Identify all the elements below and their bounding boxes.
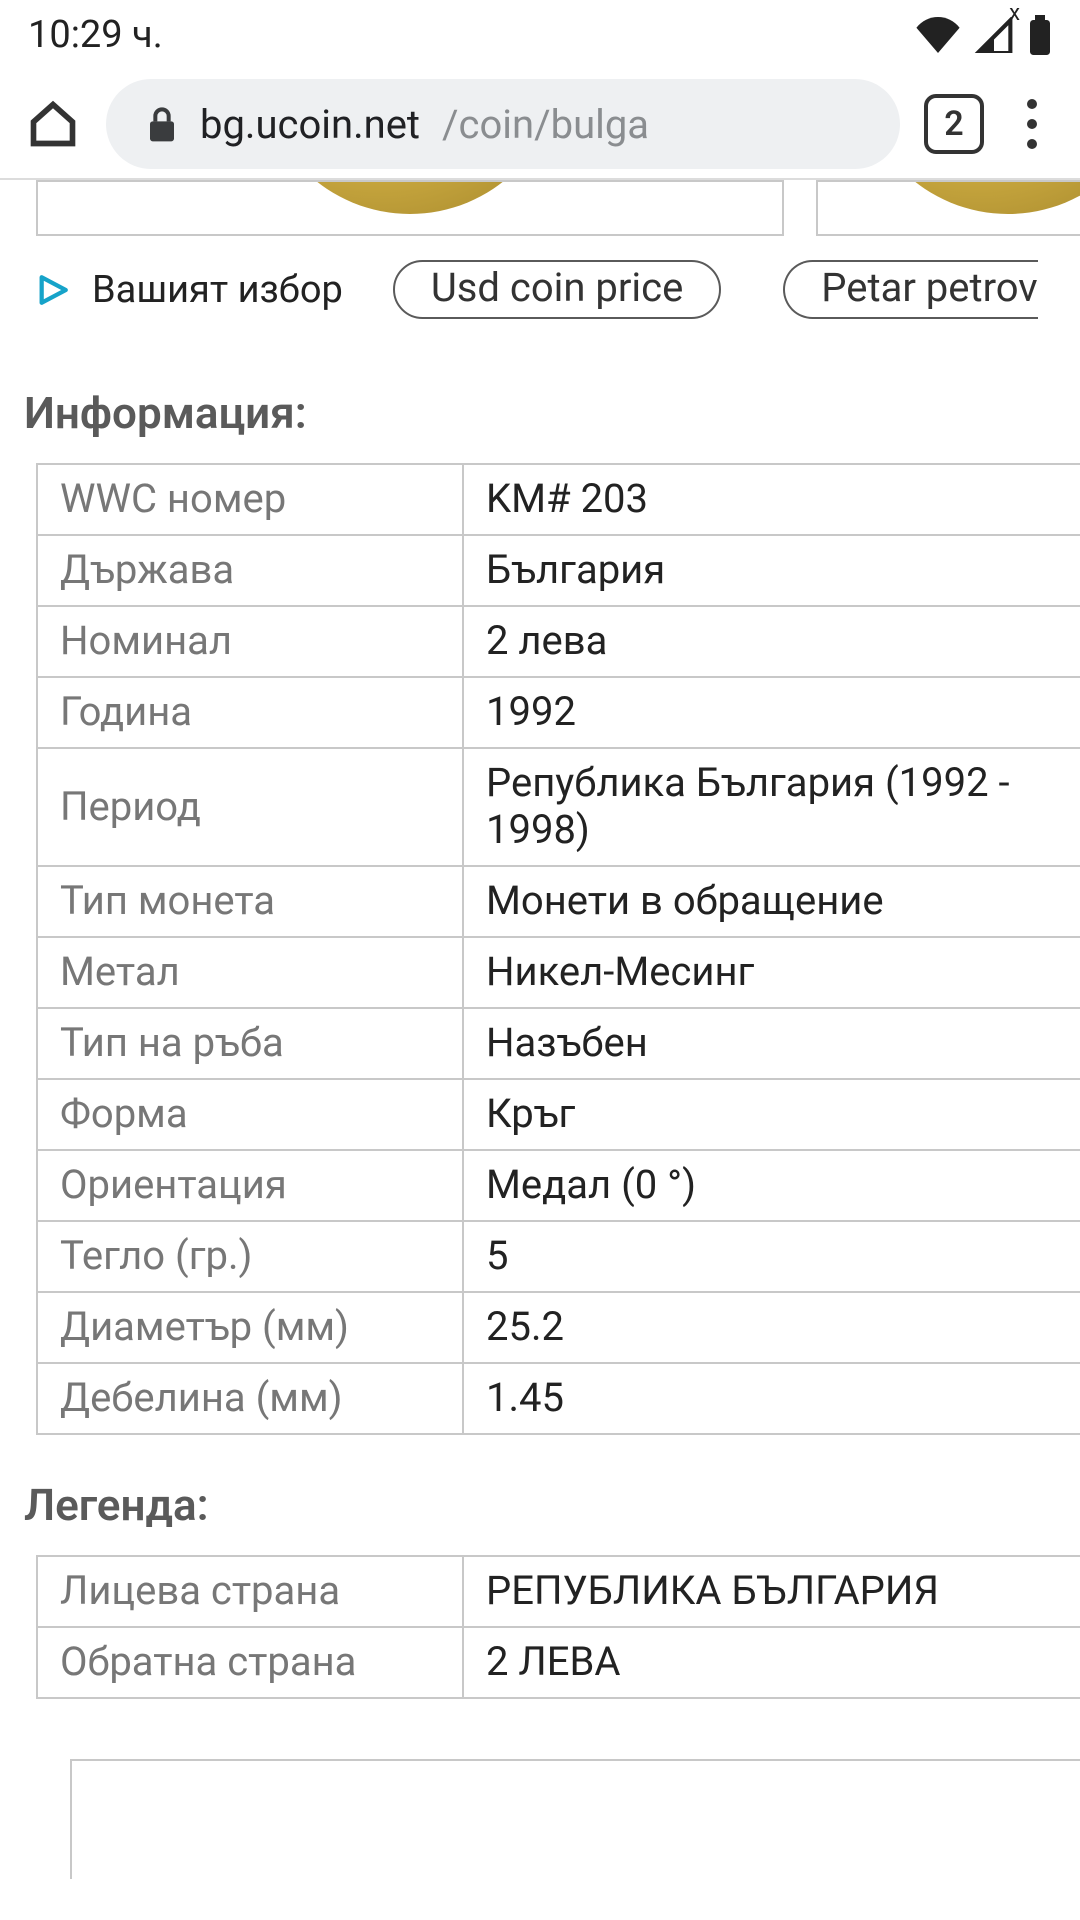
legend-table: Лицева странаРЕПУБЛИКА БЪЛГАРИЯОбратна с… <box>36 1555 1080 1699</box>
info-value: Република България (1992 - 1998) <box>463 748 1080 866</box>
info-value: Медал (0 °) <box>463 1150 1080 1221</box>
lock-icon <box>146 105 178 143</box>
coin-image-strip <box>0 180 1080 236</box>
suggestion-row: Вашият избор Usd coin price Petar petrov <box>0 236 1080 343</box>
coin-image-obverse[interactable] <box>36 180 784 236</box>
overflow-menu-button[interactable] <box>1008 94 1056 154</box>
info-key: Година <box>37 677 463 748</box>
suggestion-petar-petrov[interactable]: Petar petrov <box>783 260 1037 319</box>
info-key: Диаметър (мм) <box>37 1292 463 1363</box>
info-value: 2 лева <box>463 606 1080 677</box>
info-value: Назъбен <box>463 1008 1080 1079</box>
url-host: bg.ucoin.net <box>200 101 420 148</box>
info-table: WWC номерKM# 203ДържаваБългарияНоминал2 … <box>36 463 1080 1435</box>
table-row: Тегло (гр.)5 <box>37 1221 1080 1292</box>
table-row: ДържаваБългария <box>37 535 1080 606</box>
cell-signal-icon: x <box>974 17 1014 53</box>
info-key: Номинал <box>37 606 463 677</box>
tabs-button[interactable]: 2 <box>924 94 984 154</box>
page-content: Вашият избор Usd coin price Petar petrov… <box>0 180 1080 1879</box>
wifi-icon <box>916 17 960 53</box>
table-row: Обратна страна2 ЛЕВА <box>37 1627 1080 1698</box>
info-value: България <box>463 535 1080 606</box>
coin-image-reverse[interactable] <box>816 180 1080 236</box>
content-box-partial <box>70 1759 1080 1879</box>
url-path: /coin/bulga <box>442 101 649 148</box>
info-value: KM# 203 <box>463 464 1080 535</box>
info-key: Тип монета <box>37 866 463 937</box>
status-icons: x <box>916 15 1052 55</box>
info-value: Монети в обращение <box>463 866 1080 937</box>
info-value: 1.45 <box>463 1363 1080 1434</box>
section-title-info: Информация: <box>0 343 1080 463</box>
table-row: Диаметър (мм)25.2 <box>37 1292 1080 1363</box>
table-row: ОриентацияМедал (0 °) <box>37 1150 1080 1221</box>
browser-toolbar: bg.ucoin.net/coin/bulga 2 <box>0 70 1080 180</box>
url-bar[interactable]: bg.ucoin.net/coin/bulga <box>106 79 900 169</box>
table-row: Дебелина (мм)1.45 <box>37 1363 1080 1434</box>
status-bar: 10:29 ч. x <box>0 0 1080 70</box>
info-value: 1992 <box>463 677 1080 748</box>
battery-icon <box>1028 15 1052 55</box>
table-row: WWC номерKM# 203 <box>37 464 1080 535</box>
info-value: 25.2 <box>463 1292 1080 1363</box>
info-key: Тегло (гр.) <box>37 1221 463 1292</box>
info-value: 5 <box>463 1221 1080 1292</box>
table-row: Тип монетаМонети в обращение <box>37 866 1080 937</box>
table-row: Година1992 <box>37 677 1080 748</box>
legend-value: 2 ЛЕВА <box>463 1627 1080 1698</box>
info-key: Метал <box>37 937 463 1008</box>
section-title-legend: Легенда: <box>0 1435 1080 1555</box>
info-value: Никел-Месинг <box>463 937 1080 1008</box>
info-key: Тип на ръба <box>37 1008 463 1079</box>
status-time: 10:29 ч. <box>28 13 163 57</box>
info-key: WWC номер <box>37 464 463 535</box>
legend-key: Обратна страна <box>37 1627 463 1698</box>
table-row: Тип на ръбаНазъбен <box>37 1008 1080 1079</box>
table-row: ФормаКръг <box>37 1079 1080 1150</box>
play-triangle-icon <box>36 273 70 307</box>
table-row: Номинал2 лева <box>37 606 1080 677</box>
info-value: Кръг <box>463 1079 1080 1150</box>
info-key: Ориентация <box>37 1150 463 1221</box>
info-key: Дебелина (мм) <box>37 1363 463 1434</box>
suggestion-usd-coin-price[interactable]: Usd coin price <box>393 260 721 319</box>
signal-x-label: x <box>1009 1 1020 26</box>
legend-value: РЕПУБЛИКА БЪЛГАРИЯ <box>463 1556 1080 1627</box>
table-row: ПериодРепублика България (1992 - 1998) <box>37 748 1080 866</box>
info-key: Форма <box>37 1079 463 1150</box>
table-row: МеталНикел-Месинг <box>37 937 1080 1008</box>
info-key: Държава <box>37 535 463 606</box>
legend-key: Лицева страна <box>37 1556 463 1627</box>
home-button[interactable] <box>24 95 82 153</box>
your-choice-label: Вашият избор <box>92 268 343 312</box>
info-key: Период <box>37 748 463 866</box>
table-row: Лицева странаРЕПУБЛИКА БЪЛГАРИЯ <box>37 1556 1080 1627</box>
